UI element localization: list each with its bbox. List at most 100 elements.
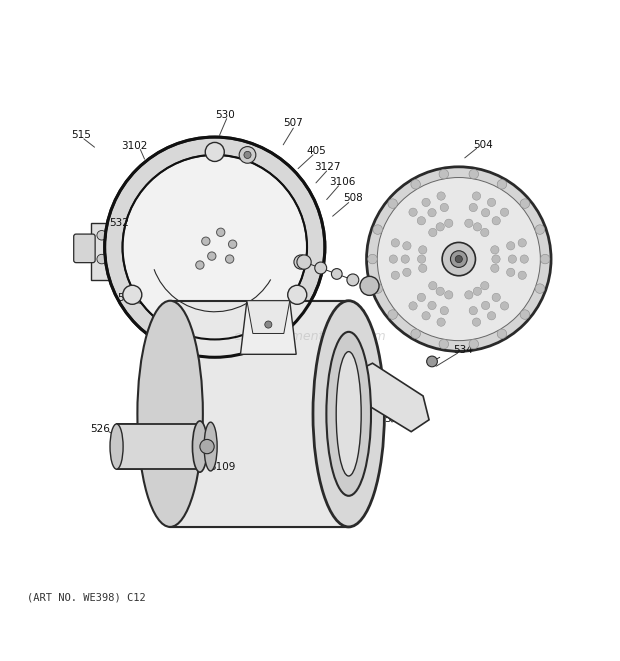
Circle shape [520,255,528,263]
Circle shape [391,239,399,247]
Circle shape [418,264,427,272]
Circle shape [472,192,480,200]
Text: 534: 534 [454,344,474,354]
Circle shape [480,282,489,290]
Circle shape [427,356,437,367]
Circle shape [196,261,204,269]
Circle shape [97,254,107,264]
Bar [117,424,200,469]
Circle shape [389,255,397,263]
Polygon shape [241,301,296,354]
Circle shape [417,293,425,301]
Circle shape [481,208,490,217]
Circle shape [445,219,453,227]
Circle shape [497,329,507,338]
Ellipse shape [326,332,371,496]
Circle shape [332,268,342,280]
Circle shape [473,287,482,295]
Circle shape [244,151,251,159]
Circle shape [541,254,550,264]
Text: 405: 405 [306,145,326,156]
Circle shape [105,137,325,358]
Circle shape [490,246,499,254]
Circle shape [481,301,490,309]
Circle shape [360,276,379,295]
Circle shape [455,256,463,262]
Circle shape [469,307,477,315]
Circle shape [500,302,509,310]
Circle shape [508,255,516,263]
Circle shape [417,217,425,225]
Circle shape [469,169,479,179]
Circle shape [228,240,237,249]
Text: 532: 532 [110,218,130,228]
Circle shape [439,339,449,349]
Circle shape [442,243,476,276]
Text: 552: 552 [184,459,204,469]
Circle shape [428,282,437,290]
Circle shape [297,255,311,269]
Circle shape [373,225,383,234]
Circle shape [507,268,515,276]
Text: 526: 526 [91,424,110,434]
Circle shape [428,208,436,217]
Circle shape [123,155,307,340]
Text: 527: 527 [247,313,268,324]
Ellipse shape [110,424,123,469]
Circle shape [409,208,417,216]
Circle shape [507,242,515,250]
Circle shape [445,291,453,299]
Circle shape [440,307,448,315]
Circle shape [403,242,411,250]
Circle shape [403,268,411,276]
Circle shape [487,198,496,206]
Polygon shape [247,301,290,334]
Circle shape [492,293,500,301]
Ellipse shape [138,301,203,527]
Circle shape [265,321,272,328]
Circle shape [436,287,445,295]
Circle shape [368,254,377,264]
Circle shape [518,271,526,280]
Circle shape [239,147,256,163]
Text: 530: 530 [216,110,236,120]
Circle shape [469,204,477,212]
Ellipse shape [336,352,361,476]
Text: 508: 508 [343,193,363,203]
Circle shape [422,198,430,206]
Circle shape [428,228,437,237]
Ellipse shape [313,301,384,527]
Circle shape [497,180,507,189]
Circle shape [535,225,544,234]
Circle shape [411,329,420,338]
Circle shape [123,286,142,304]
Circle shape [439,169,449,179]
Circle shape [208,252,216,260]
Text: 507: 507 [283,118,303,128]
Circle shape [472,318,480,327]
Circle shape [500,208,509,216]
Text: 503: 503 [347,309,366,319]
Circle shape [366,167,551,352]
Ellipse shape [204,422,217,471]
Circle shape [216,228,225,237]
Circle shape [480,228,489,237]
Circle shape [388,199,397,208]
Circle shape [226,255,234,263]
Circle shape [409,302,417,310]
Circle shape [422,311,430,320]
Circle shape [388,310,397,319]
Circle shape [464,291,473,299]
Text: 502: 502 [117,293,137,303]
Text: 3106: 3106 [330,176,356,186]
Circle shape [492,255,500,263]
Text: 3109: 3109 [209,463,235,473]
Bar [91,223,120,280]
Bar [170,301,348,527]
Circle shape [418,246,427,254]
Circle shape [473,223,482,231]
Circle shape [490,264,499,272]
Circle shape [451,251,467,268]
Text: 504: 504 [472,139,492,150]
Circle shape [492,217,500,225]
